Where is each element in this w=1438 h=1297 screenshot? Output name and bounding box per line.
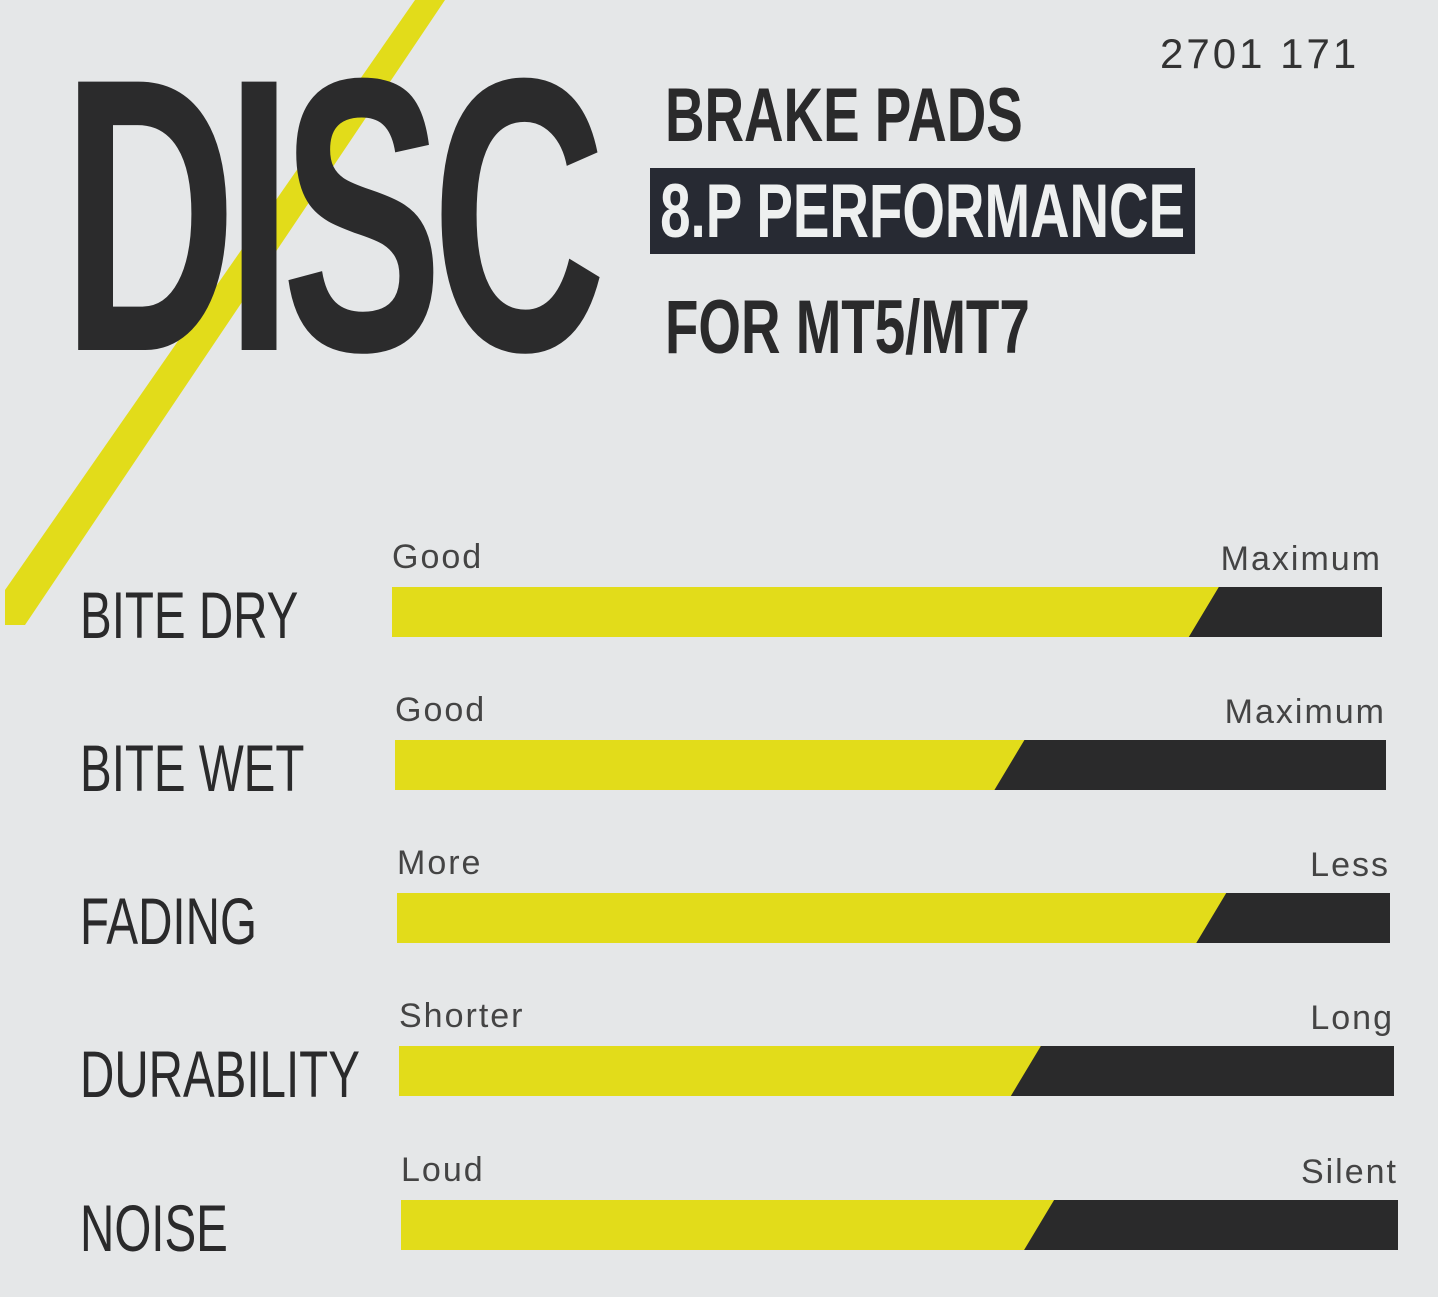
rating-low-label: More bbox=[397, 844, 483, 882]
rating-high-label: Maximum bbox=[1220, 540, 1382, 578]
rating-label: DURABILITY bbox=[80, 1037, 360, 1111]
rating-bar-fill bbox=[399, 1046, 1041, 1096]
rating-high-label: Silent bbox=[1300, 1153, 1398, 1191]
rating-bar bbox=[392, 587, 1382, 637]
brand-title: DISC bbox=[62, 0, 606, 433]
subtitle-compatibility: FOR MT5/MT7 bbox=[665, 285, 1030, 370]
rating-label: FADING bbox=[80, 884, 257, 958]
rating-bar bbox=[397, 893, 1390, 943]
rating-low-label: Good bbox=[395, 691, 487, 729]
rating-label: BITE DRY bbox=[80, 578, 299, 652]
rating-bar bbox=[399, 1046, 1394, 1096]
rating-high-label: Long bbox=[1310, 999, 1394, 1037]
rating-label: NOISE bbox=[80, 1191, 228, 1265]
rating-bar-fill bbox=[397, 893, 1227, 943]
rating-bar-fill bbox=[395, 740, 1025, 790]
rating-bar bbox=[401, 1200, 1398, 1250]
rating-bar-fill bbox=[401, 1200, 1055, 1250]
rating-bar-fill bbox=[392, 587, 1219, 637]
rating-low-label: Shorter bbox=[399, 997, 525, 1035]
subtitle-performance-badge: 8.P PERFORMANCE bbox=[650, 168, 1196, 254]
subtitle-brake-pads: BRAKE PADS bbox=[665, 73, 1023, 158]
rating-high-label: Less bbox=[1310, 846, 1390, 884]
rating-high-label: Maximum bbox=[1224, 693, 1386, 731]
rating-bar bbox=[395, 740, 1386, 790]
rating-low-label: Loud bbox=[401, 1151, 485, 1189]
rating-low-label: Good bbox=[392, 538, 484, 576]
rating-label: BITE WET bbox=[80, 731, 305, 805]
product-code: 2701 171 bbox=[1160, 30, 1360, 77]
